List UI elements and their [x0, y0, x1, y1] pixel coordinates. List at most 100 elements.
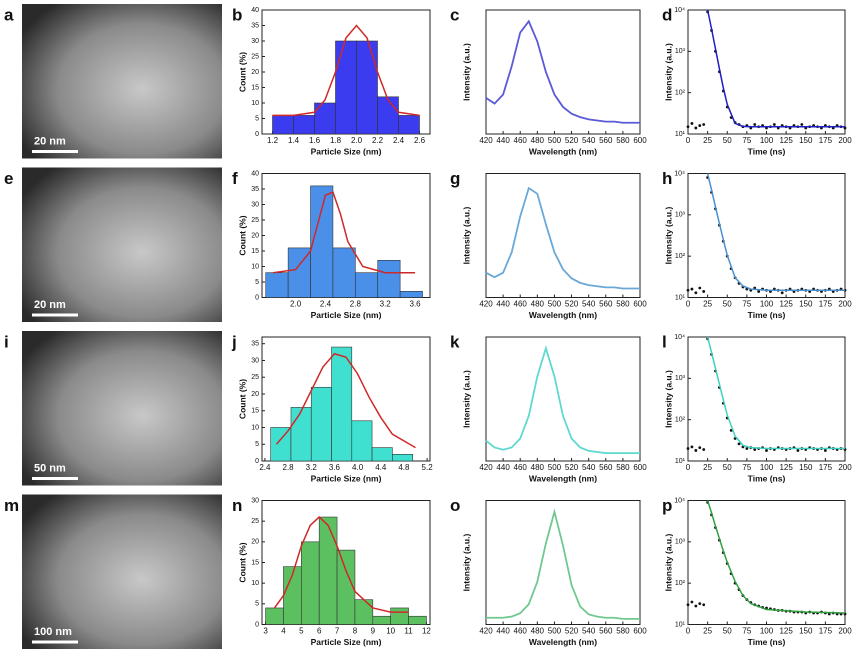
bar — [390, 607, 409, 625]
y-tick-label: 10¹ — [675, 458, 686, 465]
x-tick-label: 4 — [281, 627, 286, 636]
panel-label: m — [4, 496, 19, 515]
x-axis-label: Time (ns) — [748, 146, 786, 156]
bar — [318, 516, 338, 625]
x-tick-label: 50 — [723, 136, 732, 145]
x-tick-label: 175 — [819, 627, 833, 636]
x-tick-label: 125 — [779, 627, 793, 636]
x-tick-label: 560 — [599, 136, 613, 145]
y-axis-label: Intensity (a.u.) — [663, 43, 673, 101]
x-tick-label: 200 — [838, 627, 852, 636]
x-tick-label: 125 — [779, 136, 793, 145]
x-tick-label: 125 — [779, 463, 793, 472]
fit-curve — [706, 500, 846, 614]
x-tick-label: 600 — [633, 627, 647, 636]
data-point — [694, 126, 698, 130]
x-tick-label: 2.0 — [351, 136, 363, 145]
data-point — [753, 448, 757, 451]
x-tick-label: 2.4 — [259, 463, 271, 472]
x-tick-label: 25 — [703, 463, 712, 472]
x-tick-label: 75 — [742, 300, 751, 309]
data-point — [690, 122, 694, 125]
x-tick-label: 540 — [582, 627, 596, 636]
y-tick-label: 20 — [251, 391, 259, 398]
panel-label: l — [662, 332, 667, 351]
x-tick-label: 0 — [686, 300, 691, 309]
y-tick-label: 40 — [251, 170, 259, 177]
y-axis-label: Intensity (a.u.) — [663, 370, 673, 428]
x-tick-label: 3.6 — [410, 300, 422, 309]
x-tick-label: 2.4 — [320, 300, 332, 309]
y-tick-label: 10 — [251, 580, 259, 587]
tem-image — [22, 167, 222, 322]
spectrum-line — [486, 508, 640, 620]
tem-image — [22, 331, 222, 486]
scale-bar-label: 20 nm — [34, 135, 66, 147]
data-point — [698, 446, 702, 450]
x-axis-label: Wavelength (nm) — [529, 473, 597, 483]
x-tick-label: 580 — [616, 136, 630, 145]
bar — [351, 420, 373, 462]
data-point — [690, 445, 694, 449]
y-tick-label: 5 — [255, 441, 259, 448]
x-tick-label: 540 — [582, 300, 596, 309]
x-tick-label: 4.8 — [398, 463, 410, 472]
x-tick-label: 560 — [599, 627, 613, 636]
bar — [398, 115, 420, 135]
y-tick-label: 10² — [675, 253, 686, 260]
y-tick-label: 5 — [255, 279, 259, 286]
x-tick-label: 0 — [686, 463, 691, 472]
x-tick-label: 540 — [582, 463, 596, 472]
panel-label: k — [450, 332, 460, 351]
y-tick-label: 5 — [255, 115, 259, 122]
x-tick-label: 560 — [599, 463, 613, 472]
bar — [355, 272, 379, 298]
y-tick-label: 10¹ — [675, 621, 686, 628]
fit-curve — [272, 24, 420, 117]
x-tick-label: 3.6 — [329, 463, 341, 472]
x-tick-label: 125 — [779, 300, 793, 309]
x-tick-label: 2.8 — [350, 300, 362, 309]
x-tick-label: 480 — [531, 627, 545, 636]
y-tick-label: 10³ — [675, 212, 686, 219]
x-tick-label: 4.4 — [375, 463, 387, 472]
x-tick-label: 520 — [565, 136, 579, 145]
plot-frame — [485, 173, 641, 298]
x-tick-label: 440 — [496, 136, 510, 145]
x-tick-label: 580 — [616, 300, 630, 309]
x-tick-label: 500 — [548, 136, 562, 145]
x-tick-label: 460 — [514, 136, 528, 145]
x-tick-label: 100 — [760, 136, 774, 145]
y-tick-label: 10⁴ — [674, 497, 685, 504]
panel-label: p — [662, 496, 672, 515]
x-tick-label: 5.2 — [422, 463, 434, 472]
x-tick-label: 25 — [703, 136, 712, 145]
spectrum-line — [485, 186, 640, 290]
y-tick-label: 10² — [675, 580, 686, 587]
data-point — [686, 603, 690, 607]
data-point — [772, 123, 776, 126]
x-tick-label: 480 — [531, 136, 545, 145]
fit-curve — [706, 9, 845, 128]
y-tick-label: 10² — [675, 90, 686, 97]
bar — [399, 290, 423, 298]
x-tick-label: 460 — [514, 627, 528, 636]
x-tick-label: 150 — [799, 627, 813, 636]
x-tick-label: 50 — [723, 627, 732, 636]
x-tick-label: 6 — [317, 627, 322, 636]
x-tick-label: 75 — [742, 136, 751, 145]
panel-label: b — [232, 5, 242, 24]
scale-bar-label: 100 nm — [34, 626, 72, 638]
panel-label: e — [4, 169, 13, 188]
data-point — [690, 600, 694, 604]
y-tick-label: 25 — [251, 53, 259, 60]
fit-curve — [273, 516, 409, 613]
data-point — [800, 123, 804, 126]
x-tick-label: 0 — [686, 627, 691, 636]
y-tick-label: 10⁴ — [674, 7, 685, 14]
plot-frame — [485, 9, 641, 135]
y-tick-label: 0 — [255, 131, 259, 138]
x-tick-label: 200 — [838, 136, 852, 145]
x-tick-label: 540 — [582, 136, 596, 145]
data-point — [780, 291, 784, 295]
